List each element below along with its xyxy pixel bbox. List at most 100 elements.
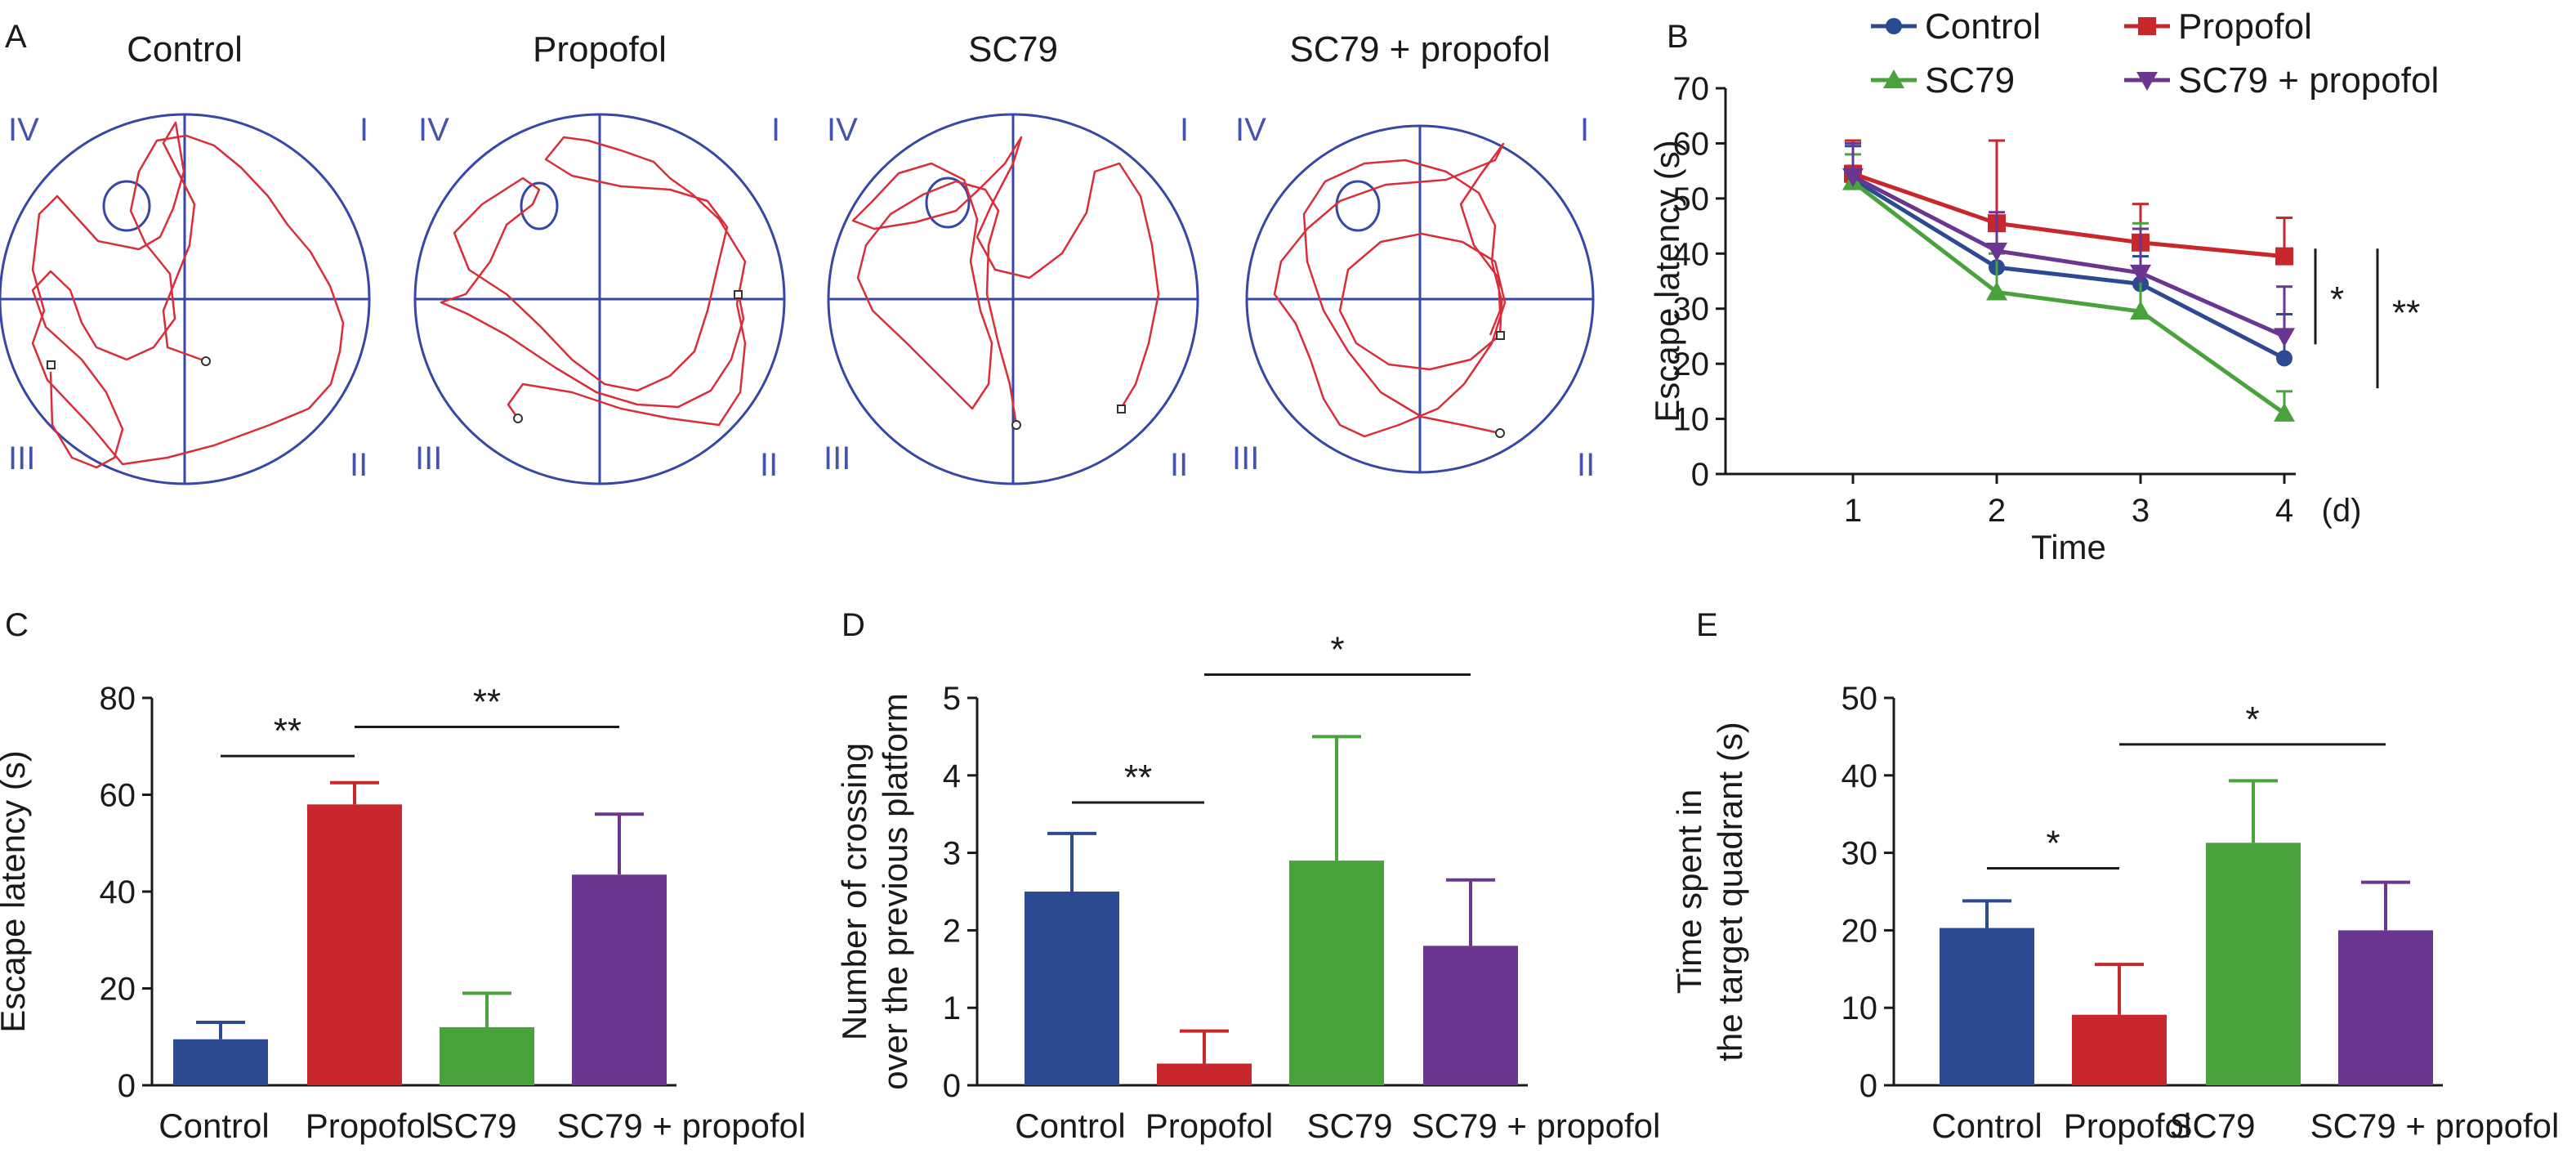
quadrant-label-iv: IV	[8, 112, 39, 148]
x-tick-label: 3	[2132, 493, 2150, 529]
x-tick-label: SC79	[431, 1107, 516, 1145]
bar-sc79	[1289, 861, 1384, 1085]
end-marker	[1496, 331, 1505, 340]
y-tick-label: 1	[943, 990, 961, 1026]
y-tick-label: 30	[1842, 836, 1878, 872]
bar-combo	[1423, 946, 1518, 1085]
y-tick-label: 10	[1673, 402, 1710, 438]
y-tick-label: 80	[100, 681, 136, 717]
x-tick-label: SC79	[2169, 1107, 2255, 1145]
bar-sc79	[2206, 843, 2301, 1085]
platform-ring	[102, 180, 151, 232]
maze-title: Propofol	[533, 29, 667, 69]
y-axis-title-line: Time spent in	[1670, 789, 1708, 995]
x-tick-label: SC79 + propofol	[1412, 1107, 1661, 1145]
x-tick-label: Control	[1015, 1107, 1125, 1145]
bar-propofol	[1157, 1063, 1252, 1085]
bar-propofol	[2072, 1014, 2167, 1085]
significance-label: *	[2330, 279, 2344, 320]
y-tick-label: 4	[943, 758, 961, 794]
y-tick-label: 0	[118, 1068, 136, 1104]
panel-d-letter: D	[842, 607, 865, 643]
quadrant-label-i: I	[771, 112, 780, 148]
quadrant-label-i: I	[1580, 112, 1589, 148]
series-line	[1851, 177, 2286, 360]
y-axis-title: Escape latency (s)	[0, 750, 32, 1032]
x-tick-label: Propofol	[1145, 1107, 1273, 1145]
quadrant-label-ii: II	[760, 447, 778, 483]
significance-label: **	[2392, 293, 2420, 333]
maze-title: Control	[127, 29, 243, 69]
y-tick-label: 40	[1842, 758, 1878, 794]
y-tick-label: 70	[1673, 71, 1710, 107]
panel-a: A Control IV I III II Propofol IV	[0, 19, 1595, 485]
bar-control	[173, 1039, 268, 1085]
swim-track	[31, 121, 345, 469]
y-tick-label: 0	[1691, 457, 1709, 493]
x-tick-label: SC79 + propofol	[557, 1107, 806, 1145]
x-axis-title: Time	[2031, 528, 2106, 566]
y-axis-title-line: over the previous platform	[876, 693, 914, 1090]
panel-e-letter: E	[1696, 607, 1718, 643]
panel-c-letter: C	[5, 607, 29, 643]
data-point	[2130, 264, 2151, 284]
platform-ring	[925, 177, 971, 229]
end-marker	[734, 290, 743, 299]
x-tick-label: Propofol	[306, 1107, 433, 1145]
legend-entry: SC79	[1871, 60, 2015, 101]
y-tick-label: 3	[943, 836, 961, 872]
y-axis-title: Escape latency (s)	[1648, 140, 1686, 422]
x-tick-label: SC79 + propofol	[2310, 1107, 2560, 1145]
y-tick-label: 30	[1673, 292, 1710, 328]
quadrant-label-iii: III	[415, 440, 442, 476]
x-tick-label: 4	[2275, 493, 2293, 529]
y-tick-label: 60	[1673, 126, 1710, 162]
data-point	[1986, 281, 2007, 301]
x-tick-label: 2	[1988, 493, 2006, 529]
legend-label: Control	[1925, 7, 2041, 47]
maze-control: Control IV I III II	[0, 29, 371, 485]
end-marker	[1117, 405, 1126, 414]
start-marker	[1011, 420, 1021, 430]
y-tick-label: 0	[943, 1068, 961, 1104]
data-point	[2138, 17, 2156, 35]
start-marker	[201, 356, 211, 366]
legend-label: Propofol	[2178, 7, 2312, 47]
x-tick-label: 1	[1844, 493, 1862, 529]
quadrant-label-ii: II	[1170, 447, 1188, 483]
quadrant-label-iv: IV	[1235, 112, 1266, 148]
data-point	[1883, 69, 1904, 88]
significance-label: **	[274, 711, 301, 751]
quadrant-label-i: I	[359, 112, 368, 148]
x-tick-label: SC79	[1306, 1107, 1392, 1145]
panel-a-letter: A	[5, 19, 27, 55]
y-tick-label: 40	[1673, 236, 1710, 272]
quadrant-label-ii: II	[350, 447, 368, 483]
bar-sc79	[440, 1026, 534, 1085]
quadrant-label-iii: III	[1232, 440, 1259, 476]
swim-track	[851, 136, 1160, 426]
significance-label: **	[473, 682, 501, 722]
legend-entry: SC79 + propofol	[2124, 60, 2439, 101]
y-tick-label: 20	[1673, 347, 1710, 382]
x-tick-label: Control	[1931, 1107, 2042, 1145]
panel-b-letter: B	[1667, 19, 1689, 55]
significance-label: *	[1330, 630, 1344, 670]
quadrant-label-i: I	[1180, 112, 1189, 148]
platform-ring	[520, 181, 559, 230]
y-tick-label: 20	[1842, 913, 1878, 949]
quadrant-label-iv: IV	[827, 112, 858, 148]
chart-b-legend: Control Propofol SC79 SC79 + propofol	[1871, 7, 2439, 101]
series-line	[1851, 180, 2286, 415]
data-point	[2275, 247, 2293, 266]
legend-label: SC79 + propofol	[2178, 60, 2439, 101]
series-sc79	[1842, 153, 2295, 422]
data-point	[1986, 242, 2007, 262]
maze-propofol: Propofol IV I III II	[413, 29, 786, 485]
end-marker	[47, 360, 56, 369]
